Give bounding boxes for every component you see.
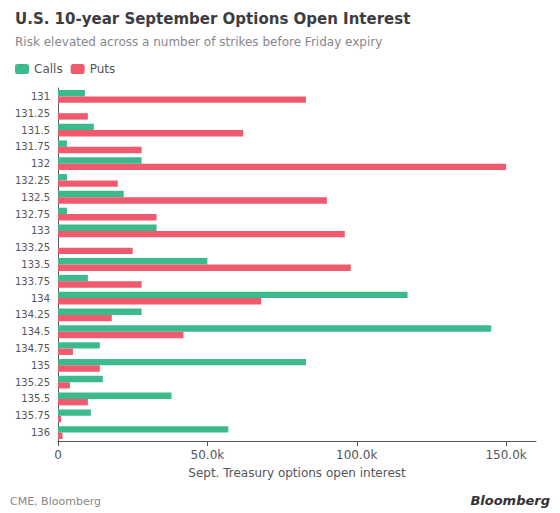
- svg-text:135.25: 135.25: [15, 377, 50, 388]
- svg-text:Puts: Puts: [90, 62, 116, 76]
- svg-text:134.75: 134.75: [15, 343, 50, 354]
- svg-text:131.75: 131.75: [15, 141, 50, 152]
- svg-text:133.25: 133.25: [15, 242, 50, 253]
- svg-text:133: 133: [31, 225, 50, 236]
- svg-text:131.25: 131.25: [15, 108, 50, 119]
- svg-text:131.5: 131.5: [21, 125, 50, 136]
- svg-text:132.75: 132.75: [15, 209, 50, 220]
- svg-text:CME, Bloomberg: CME, Bloomberg: [10, 495, 101, 508]
- svg-text:Risk elevated across a number: Risk elevated across a number of strikes…: [15, 35, 382, 49]
- svg-text:133.5: 133.5: [21, 259, 50, 270]
- svg-text:50.0k: 50.0k: [191, 448, 225, 462]
- svg-text:134.5: 134.5: [21, 326, 50, 337]
- svg-text:135.75: 135.75: [15, 410, 50, 421]
- svg-text:100.0k: 100.0k: [336, 448, 377, 462]
- svg-text:135.5: 135.5: [21, 393, 50, 404]
- svg-text:135: 135: [31, 360, 50, 371]
- svg-text:136: 136: [31, 427, 50, 438]
- svg-text:132: 132: [31, 158, 50, 169]
- svg-text:Sept. Treasury options open in: Sept. Treasury options open interest: [188, 466, 406, 480]
- svg-text:131: 131: [31, 91, 50, 102]
- svg-text:134.25: 134.25: [15, 309, 50, 320]
- svg-text:U.S. 10-year September Options: U.S. 10-year September Options Open Inte…: [15, 10, 410, 28]
- svg-text:134: 134: [31, 293, 50, 304]
- svg-text:150.0k: 150.0k: [485, 448, 526, 462]
- svg-text:132.25: 132.25: [15, 175, 50, 186]
- svg-text:Bloomberg: Bloomberg: [470, 493, 550, 508]
- svg-text:133.75: 133.75: [15, 276, 50, 287]
- svg-text:Calls: Calls: [34, 62, 63, 76]
- svg-text:0: 0: [54, 448, 62, 462]
- svg-text:132.5: 132.5: [21, 192, 50, 203]
